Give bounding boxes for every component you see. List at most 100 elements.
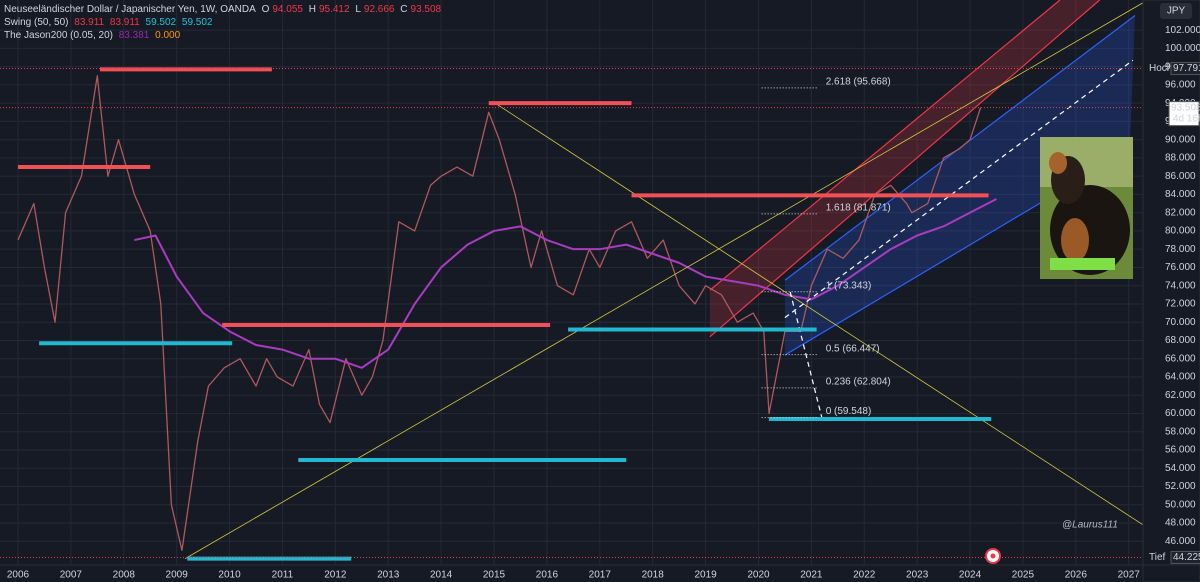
x-tick-label: 2013 <box>377 570 400 581</box>
x-tick-label: 2016 <box>536 570 559 581</box>
y-tick-label: 64.000 <box>1165 372 1196 383</box>
price-tag <box>1170 550 1200 564</box>
fib-label: 0.5 (66.447) <box>826 343 880 354</box>
x-tick-label: 2020 <box>747 570 770 581</box>
ohlc-key: L <box>355 4 361 15</box>
x-tick-label: 2006 <box>7 570 30 581</box>
y-tick-label: 76.000 <box>1165 262 1196 273</box>
x-tick-label: 2011 <box>272 570 294 581</box>
y-tick-label: 48.000 <box>1165 518 1196 529</box>
trend-line <box>784 59 1134 319</box>
currency-button[interactable] <box>1160 3 1192 19</box>
legend: Neuseeländischer Dollar / Japanischer Ye… <box>4 3 444 42</box>
y-tick-label: 66.000 <box>1165 353 1196 364</box>
dog-chest <box>1061 218 1089 262</box>
fib-label: 2.618 (95.668) <box>826 77 891 88</box>
ohlc-value: 93.508 <box>410 4 442 15</box>
y-tick-label: 102.000 <box>1165 25 1200 36</box>
x-tick-label: 2018 <box>642 570 665 581</box>
ma-line <box>134 198 997 369</box>
y-tick-label: 72.000 <box>1165 299 1196 310</box>
x-tick-label: 2007 <box>60 570 83 581</box>
fib-label: 0 (59.548) <box>826 406 872 417</box>
y-tick-label: 60.000 <box>1165 408 1196 419</box>
x-tick-label: 2025 <box>1012 570 1035 581</box>
channel-line <box>709 0 1101 338</box>
y-tick-label: 88.000 <box>1165 153 1196 164</box>
price-tag <box>1168 101 1200 127</box>
y-tick-label: 90.000 <box>1165 134 1196 145</box>
price-tag-value: 44.225 <box>1173 552 1200 563</box>
x-tick-label: 2017 <box>589 570 612 581</box>
indicator-value: 83.911 <box>74 17 105 28</box>
x-tick-label: 2009 <box>166 570 189 581</box>
symbol: Neuseeländischer Dollar / Japanischer Ye… <box>4 4 256 15</box>
y-tick-label: 52.000 <box>1165 481 1196 492</box>
x-tick-label: 2027 <box>1118 570 1141 581</box>
y-tick-label: 78.000 <box>1165 244 1196 255</box>
trend-line <box>184 2 1143 559</box>
ohlc-key: C <box>400 4 408 15</box>
y-tick-label: 56.000 <box>1165 445 1196 456</box>
y-tick-label: 86.000 <box>1165 171 1196 182</box>
legend-row: The Jason200 (0.05, 20) 83.381 0.000 <box>4 29 444 42</box>
price-tag-value: 97.791 <box>1173 63 1200 74</box>
ohlc-value: 94.055 <box>272 4 303 15</box>
ohlc-value: 92.666 <box>363 4 395 15</box>
y-tick-label: 80.000 <box>1165 226 1196 237</box>
indicator-value: 83.911 <box>109 17 140 28</box>
fib-label: 0.236 (62.804) <box>826 377 891 388</box>
dog-collar <box>1050 258 1115 270</box>
indicator-value: 59.502 <box>145 17 177 28</box>
watermark: @Laurus111 <box>1062 520 1118 531</box>
indicator: The Jason200 (0.05, 20) <box>4 30 113 41</box>
indicator-value: 0.000 <box>155 30 181 41</box>
x-tick-label: 2026 <box>1065 570 1088 581</box>
dog-picture <box>1040 137 1133 279</box>
y-tick-label: 46.000 <box>1165 536 1196 547</box>
ohlc-key: H <box>308 4 316 15</box>
x-tick-label: 2021 <box>800 570 823 581</box>
indicator-value: 83.381 <box>118 30 150 41</box>
price-tag-key: Hoch <box>1149 63 1172 74</box>
channel-fill <box>784 15 1136 356</box>
y-tick-label: 70.000 <box>1165 317 1196 328</box>
dog-muzzle <box>1049 152 1067 174</box>
x-tick-label: 2008 <box>113 570 136 581</box>
trend-line <box>494 102 1143 526</box>
price-axis <box>1142 0 1200 582</box>
plot: 2.618 (95.668) 1.618 (81.871) 1 (73.343) 0.… <box>0 0 1143 565</box>
price-line <box>17 75 982 552</box>
x-tick-label: 2022 <box>853 570 876 581</box>
indicator: Swing (50, 50) <box>4 17 69 28</box>
currency-label: JPY <box>1167 6 1186 17</box>
x-tick-label: 2010 <box>218 570 241 581</box>
y-tick-label: 74.000 <box>1165 280 1196 291</box>
fib-label: 1.618 (81.871) <box>826 202 891 213</box>
y-tick-label: 100.000 <box>1165 43 1200 54</box>
price-tag <box>1170 62 1200 76</box>
x-tick-label: 2019 <box>694 570 717 581</box>
price-tag-key: Tief <box>1149 552 1166 563</box>
y-tick-label: 62.000 <box>1165 390 1196 401</box>
y-tick-label: 68.000 <box>1165 335 1196 346</box>
y-tick-label: 50.000 <box>1165 499 1196 510</box>
y-tick-label: 58.000 <box>1165 426 1196 437</box>
x-tick-label: 2024 <box>959 570 982 581</box>
x-tick-label: 2023 <box>906 570 929 581</box>
trend-line <box>789 291 823 419</box>
channel-line <box>709 0 1061 291</box>
y-tick-label: 82.000 <box>1165 207 1196 218</box>
x-tick-label: 2015 <box>483 570 506 581</box>
ohlc-value: 95.412 <box>318 4 350 15</box>
y-tick-label: 96.000 <box>1165 80 1196 91</box>
price-tag-value: 93.508 <box>1171 102 1200 113</box>
legend-row: Neuseeländischer Dollar / Japanischer Ye… <box>4 3 444 16</box>
price-tag-note: 4d 16h <box>1173 113 1200 124</box>
x-tick-label: 2012 <box>324 570 347 581</box>
x-tick-label: 2014 <box>430 570 453 581</box>
indicator-value: 59.502 <box>181 17 213 28</box>
event-dot <box>990 553 996 559</box>
